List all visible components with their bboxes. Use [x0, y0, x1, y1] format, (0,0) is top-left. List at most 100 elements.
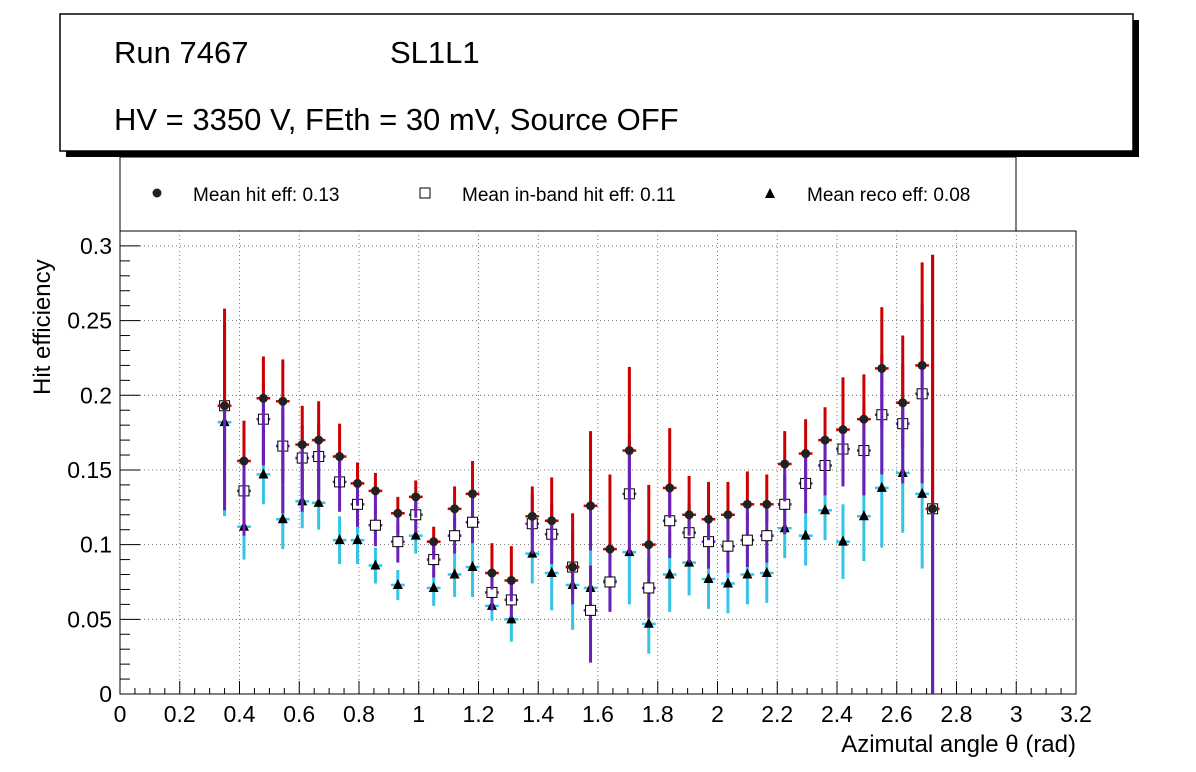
data-point [604, 576, 616, 588]
legend: Mean hit eff: 0.13 Mean in-band hit eff:… [119, 156, 1017, 232]
data-point [664, 568, 675, 579]
data-point [527, 511, 537, 521]
data-point [278, 396, 288, 406]
data-point [801, 449, 811, 459]
y-tick-label: 0.25 [67, 308, 112, 334]
data-point [838, 425, 848, 435]
data-point [487, 568, 497, 578]
data-point [393, 508, 403, 518]
data-point [352, 534, 363, 545]
data-point [643, 617, 654, 628]
x-tick-label: 0.6 [283, 701, 315, 727]
x-tick-label: 3 [1010, 701, 1023, 727]
data-point [369, 519, 381, 531]
y-tick-label: 0.3 [80, 233, 112, 259]
x-axis-label: Azimutal angle θ (rad) [841, 731, 1076, 758]
x-tick-label: 3.2 [1060, 701, 1092, 727]
data-point [467, 561, 478, 572]
x-tick-label: 1.2 [463, 701, 495, 727]
data-point [928, 504, 938, 514]
data-point [761, 567, 772, 578]
y-tick-label: 0.1 [80, 532, 112, 558]
plot-frame [119, 230, 1077, 695]
legend-marker-hit [152, 188, 162, 198]
x-tick-label: 1.4 [522, 701, 554, 727]
data-point [314, 435, 324, 445]
data-point [742, 499, 752, 509]
data-point [665, 483, 675, 493]
data-point [820, 504, 831, 515]
header-box: Run 7467 SL1L1 HV = 3350 V, FEth = 30 mV… [59, 13, 1139, 157]
legend-reco-label: Mean reco eff: 0.08 [807, 185, 970, 206]
data-point [703, 572, 714, 583]
run-label: Run 7467 [114, 35, 248, 70]
data-point [468, 489, 478, 499]
data-point [837, 535, 848, 546]
y-axis-label: Hit efficiency [29, 259, 56, 395]
data-point [586, 501, 596, 511]
data-point [547, 516, 557, 526]
data-point [411, 492, 421, 502]
data-point [449, 568, 460, 579]
data-point [917, 487, 928, 498]
data-point [258, 468, 269, 479]
data-point [722, 577, 733, 588]
axes: 0 0.2 0.4 0.6 0.8 1 1.2 1.4 1.6 1.8 2 2.2 2.4 2.6 2.8 3… [67, 233, 1092, 727]
data-point [335, 452, 345, 462]
legend-marker-inband [419, 187, 431, 199]
data-point [722, 540, 734, 552]
data-point [370, 486, 380, 496]
x-tick-label: 2.2 [761, 701, 793, 727]
data-point [353, 478, 363, 488]
data-point [258, 393, 268, 403]
data-point [644, 540, 654, 550]
y-tick-label: 0.05 [67, 606, 112, 632]
data-point [428, 581, 439, 592]
legend-hit-label: Mean hit eff: 0.13 [193, 185, 339, 206]
data-point [876, 481, 887, 492]
legend-marker-reco [765, 188, 775, 198]
data-point [741, 534, 753, 546]
data-point [392, 536, 404, 548]
data-point [410, 529, 421, 540]
x-tick-label: 2.8 [941, 701, 973, 727]
x-tick-label: 2 [711, 701, 724, 727]
data-point [917, 360, 927, 370]
data-point [429, 537, 439, 547]
y-tick-label: 0 [99, 681, 112, 707]
data-point [239, 456, 249, 466]
y-tick-label: 0.15 [67, 457, 112, 483]
y-tick-label: 0.2 [80, 382, 112, 408]
data-point [370, 559, 381, 570]
data-point [313, 496, 324, 507]
data-point [800, 529, 811, 540]
data-point [643, 582, 655, 594]
data-point [877, 363, 887, 373]
data-point [568, 562, 578, 572]
data-point [220, 401, 230, 411]
x-tick-label: 0.2 [164, 701, 196, 727]
data-point [605, 544, 615, 554]
data-point [704, 514, 714, 524]
data-point [585, 604, 597, 616]
data-point [297, 440, 307, 450]
data-point [858, 510, 869, 521]
x-tick-label: 1.8 [642, 701, 674, 727]
data-point [277, 513, 288, 524]
x-tick-label: 0.8 [343, 701, 375, 727]
x-tick-label: 2.4 [821, 701, 853, 727]
x-tick-label: 1 [412, 701, 425, 727]
layer-label: SL1L1 [390, 35, 480, 70]
data-point [820, 435, 830, 445]
data-point [506, 575, 516, 585]
legend-inband-label: Mean in-band hit eff: 0.11 [462, 185, 676, 206]
x-tick-label: 0 [114, 701, 127, 727]
data-point [762, 499, 772, 509]
data-point [761, 530, 773, 542]
x-tick-label: 1.6 [582, 701, 614, 727]
data-point [780, 459, 790, 469]
data-point [684, 510, 694, 520]
data-point [859, 414, 869, 424]
data-point [334, 534, 345, 545]
